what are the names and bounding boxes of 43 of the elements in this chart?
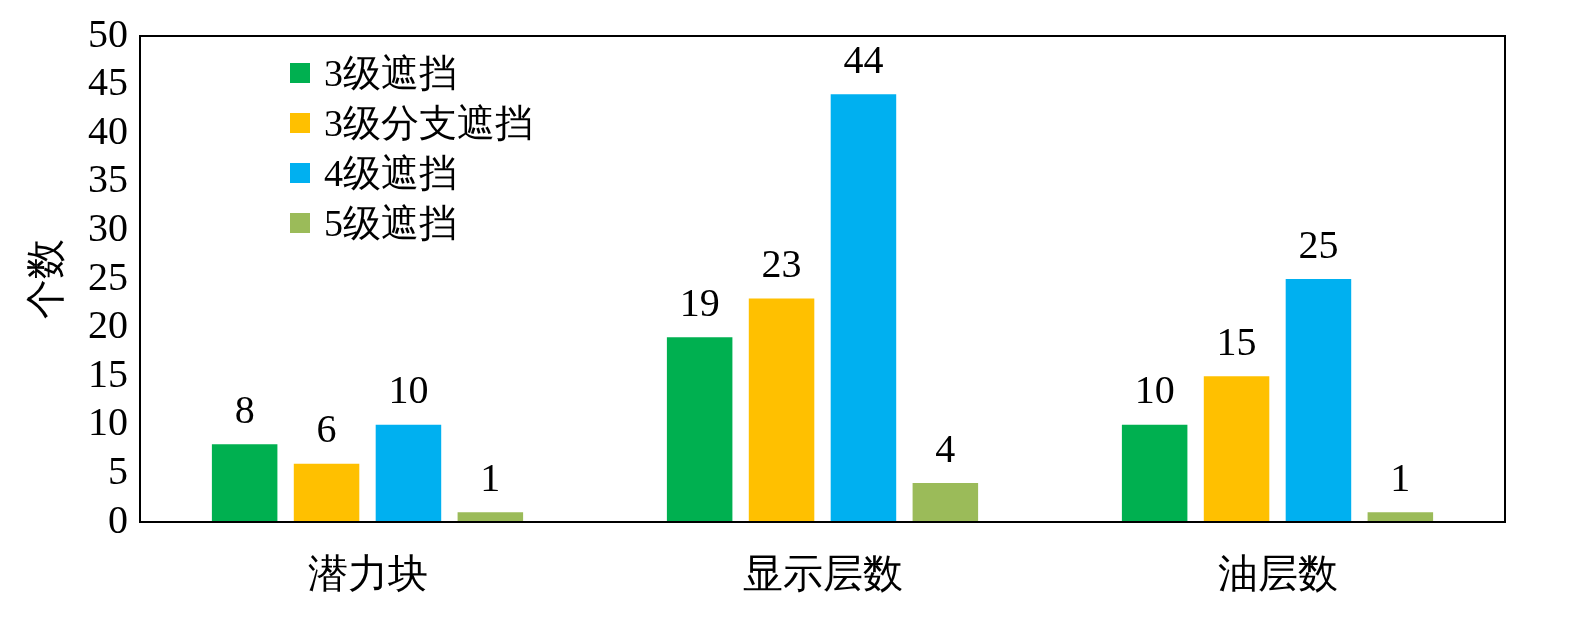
y-tick-label: 10 <box>88 399 128 445</box>
y-tick-label: 25 <box>88 253 128 299</box>
data-label: 10 <box>1134 367 1175 413</box>
y-tick-label: 35 <box>88 156 128 202</box>
y-tick-label: 45 <box>88 59 128 105</box>
data-label: 19 <box>679 279 720 325</box>
bar <box>1203 376 1270 522</box>
legend-label: 3级遮挡 <box>324 50 457 96</box>
data-label: 4 <box>935 425 956 471</box>
bar <box>375 424 442 522</box>
data-label: 44 <box>843 36 884 82</box>
bar <box>1121 424 1188 522</box>
x-tick-label: 油层数 <box>1217 550 1338 596</box>
y-tick-label: 40 <box>88 107 128 153</box>
data-label: 6 <box>316 406 337 452</box>
data-label: 8 <box>234 386 255 432</box>
bar <box>457 512 524 522</box>
legend-label: 3级分支遮挡 <box>324 100 533 146</box>
legend-label: 4级遮挡 <box>324 150 457 196</box>
data-label: 1 <box>1390 454 1411 500</box>
x-tick-label: 潜力块 <box>307 550 428 596</box>
y-tick-label: 5 <box>108 447 128 493</box>
bar <box>1367 512 1434 522</box>
y-tick-label: 50 <box>88 10 128 56</box>
data-label: 15 <box>1216 318 1257 364</box>
y-tick-label: 15 <box>88 350 128 396</box>
bar <box>293 463 360 522</box>
bar <box>211 444 278 522</box>
bar <box>666 337 733 522</box>
bar <box>912 483 979 522</box>
data-label: 10 <box>388 367 429 413</box>
data-label: 1 <box>480 454 501 500</box>
bar <box>1285 279 1352 522</box>
legend-label: 5级遮挡 <box>324 200 457 246</box>
y-tick-label: 0 <box>108 496 128 542</box>
data-label: 25 <box>1298 221 1339 267</box>
y-tick-label: 30 <box>88 204 128 250</box>
bar <box>830 94 897 522</box>
bar <box>748 298 815 522</box>
y-axis-title: 个数 <box>22 239 68 319</box>
x-tick-label: 显示层数 <box>742 550 903 596</box>
data-label: 23 <box>761 240 802 286</box>
y-tick-label: 20 <box>88 302 128 348</box>
